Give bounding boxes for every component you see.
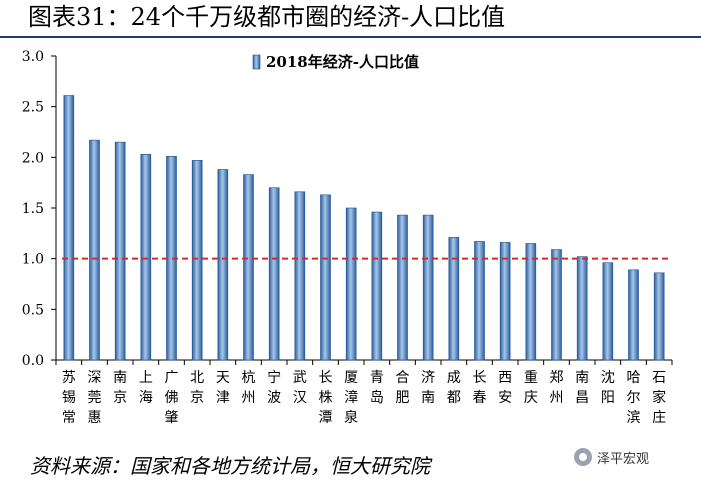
x-tick-label: 石家庄: [652, 370, 666, 426]
bar: [576, 256, 588, 361]
bar: [191, 160, 203, 361]
x-tick-label: 深莞惠: [88, 370, 102, 426]
x-tick-label: 长株潭: [319, 370, 333, 426]
x-tick-label: 成都: [447, 370, 461, 406]
bar-chart: 0.0 0.5 1.0 1.5 2.0 2.5 3.0 苏锡常深莞惠南京上海广佛肇北京天津杭…: [22, 49, 673, 426]
bar: [448, 237, 460, 361]
title-underline: [0, 36, 701, 38]
bar: [140, 153, 152, 361]
x-tick-label: 杭州: [242, 370, 256, 406]
legend-label: 2018年经济-人口比值: [266, 53, 419, 71]
x-tick-label: 苏锡常: [62, 370, 76, 426]
bar: [422, 214, 434, 361]
bar: [89, 139, 100, 361]
source-note: 资料来源：国家和各地方统计局，恒大研究院: [30, 454, 430, 478]
x-tick-label: 郑州: [550, 370, 564, 406]
x-tick-label: 宁波: [267, 369, 281, 406]
bar: [114, 141, 126, 361]
bar: [320, 194, 331, 361]
y-tick-label: 0.0: [22, 353, 44, 369]
x-tick-label: 天津: [216, 370, 230, 406]
x-tick-label: 南昌: [575, 370, 589, 406]
x-tick-label: 西安: [498, 370, 512, 406]
figure-title: 图表31：24个千万级都市圈的经济-人口比值: [28, 3, 506, 31]
bar: [371, 211, 383, 361]
bar: [628, 269, 639, 361]
bar: [602, 262, 614, 361]
y-tick-label: 1.5: [22, 201, 44, 217]
x-tick-label: 长春: [473, 370, 487, 406]
bar: [63, 95, 75, 361]
x-tick-label: 重庆: [524, 370, 538, 406]
legend: 2018年经济-人口比值: [252, 53, 419, 71]
bar: [474, 241, 485, 361]
watermark-text: 泽平宏观: [597, 451, 650, 467]
y-tick-label: 3.0: [22, 49, 44, 65]
x-tick-label: 合肥: [396, 370, 410, 406]
y-tick-label: 2.5: [22, 100, 44, 116]
bar: [217, 169, 229, 361]
y-tick-label: 0.5: [22, 302, 44, 318]
x-tick-label: 沈阳: [601, 370, 615, 406]
x-tick-label: 济南: [421, 370, 435, 406]
bar: [397, 214, 408, 361]
x-tick-label: 上海: [139, 370, 153, 406]
y-tick-label: 1.0: [22, 252, 44, 268]
bar: [268, 187, 280, 361]
x-tick-label: 北京: [190, 370, 204, 406]
y-tick-label: 2.0: [22, 150, 44, 166]
x-tick-label: 武汉: [293, 370, 307, 406]
x-tick-label: 广佛肇: [165, 370, 179, 426]
bar: [499, 242, 511, 361]
x-axis: 苏锡常深莞惠南京上海广佛肇北京天津杭州宁波武汉长株潭厦漳泉青岛合肥济南成都长春西…: [55, 359, 673, 426]
legend-swatch: [252, 54, 261, 70]
x-tick-label: 厦漳泉: [344, 370, 358, 426]
x-tick-label: 哈尔滨: [627, 370, 641, 426]
bar: [345, 207, 357, 361]
watermark: 泽平宏观: [574, 446, 649, 468]
bar: [653, 272, 665, 361]
bar: [525, 243, 537, 361]
bar-series: [62, 95, 668, 361]
bar: [243, 174, 254, 361]
bar: [551, 249, 562, 361]
x-tick-label: 青岛: [370, 370, 384, 406]
bar: [294, 191, 306, 361]
x-tick-label: 南京: [113, 370, 127, 406]
y-axis: 0.0 0.5 1.0 1.5 2.0 2.5 3.0: [22, 49, 57, 369]
wechat-icon: [574, 448, 592, 466]
